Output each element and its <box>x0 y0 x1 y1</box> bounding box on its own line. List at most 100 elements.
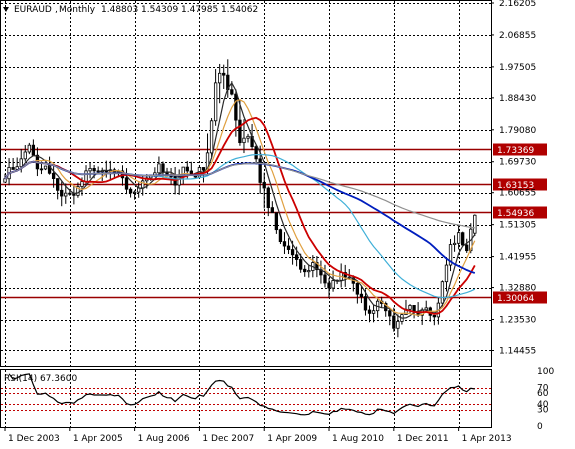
candle <box>359 285 364 304</box>
level-badge-3 <box>493 291 547 304</box>
rsi-tick-label-0: 100 <box>537 367 554 377</box>
candle <box>266 186 270 217</box>
x-tick-label-3: 1 Dec 2007 <box>202 434 254 444</box>
rsi-grid <box>5 370 460 427</box>
rsi-series <box>8 373 475 416</box>
candle <box>371 304 376 323</box>
y-tick-label-10: 1.23530 <box>499 316 536 326</box>
candle <box>88 162 92 179</box>
y-tick-label-0: 2.16205 <box>499 0 536 9</box>
y-tick-label-8: 1.41955 <box>499 253 536 263</box>
candle <box>465 238 469 253</box>
candle <box>15 157 19 172</box>
candle <box>331 270 335 292</box>
ohlc-low: 1.47985 <box>181 5 218 15</box>
candle <box>51 166 56 188</box>
candle <box>274 212 279 234</box>
chart-timeframe: Monthly <box>59 5 96 15</box>
level-badge-text-0: 1.73369 <box>497 146 534 156</box>
candle <box>307 265 311 278</box>
main-grid <box>1 1 491 366</box>
level-badge-text-2: 1.54936 <box>497 209 534 219</box>
moving-averages <box>4 81 476 319</box>
rsi-tick-label-3: 40 <box>537 400 549 410</box>
ohlc-open: 1.48803 <box>101 5 138 15</box>
price-axis: 2.16205 2.06855 1.97505 1.88430 1.79080 1.697… <box>491 0 536 356</box>
candles <box>3 59 477 338</box>
candle <box>242 119 246 154</box>
rsi-label: RSI(14) 67.3600 <box>4 374 77 384</box>
candle <box>246 133 250 143</box>
candle <box>218 63 222 104</box>
candle <box>396 314 400 338</box>
y-tick-label-11: 1.14455 <box>499 346 536 356</box>
rsi-tick-label-4: 30 <box>537 406 549 416</box>
candle <box>56 178 60 200</box>
candle <box>23 145 27 162</box>
candle <box>132 190 137 200</box>
x-tick-label-7: 1 Apr 2013 <box>462 434 512 444</box>
level-labels: 1.73369 1.63153 1.54936 1.30064 <box>493 143 547 304</box>
y-tick-label-5: 1.69730 <box>499 158 536 168</box>
candle <box>432 314 436 326</box>
ma-13 <box>4 116 476 315</box>
x-tick-label-4: 1 Apr 2009 <box>267 434 317 444</box>
y-tick-label-1: 2.06855 <box>499 31 536 41</box>
y-tick-label-3: 1.88430 <box>499 94 536 104</box>
y-tick-label-7: 1.51305 <box>499 221 536 231</box>
y-tick-label-2: 1.97505 <box>499 63 536 73</box>
chart-symbol: EURAUD <box>14 5 52 15</box>
y-tick-label-4: 1.79080 <box>499 126 536 136</box>
candle <box>461 231 465 246</box>
candle <box>124 168 129 195</box>
candle <box>456 225 461 250</box>
candle <box>323 264 327 288</box>
candle <box>238 100 242 146</box>
x-tick-label-1: 1 Apr 2005 <box>73 434 123 444</box>
candle <box>367 305 372 323</box>
candle <box>299 253 303 273</box>
header-triangle-icon <box>3 7 9 12</box>
level-badge-1 <box>493 178 547 191</box>
time-axis: 1 Dec 2003 1 Apr 2005 1 Aug 2006 1 Dec 2007… <box>4 428 512 444</box>
rsi-tick-label-1: 70 <box>537 384 549 394</box>
candle <box>440 280 445 307</box>
rsi-tick-label-2: 60 <box>537 389 549 399</box>
level-badge-0 <box>493 143 547 156</box>
candle <box>355 282 360 304</box>
chart-separator: , <box>55 5 58 15</box>
level-badge-text-1: 1.63153 <box>497 181 534 191</box>
candle <box>448 238 453 272</box>
y-tick-label-9: 1.32880 <box>499 284 536 294</box>
candle <box>209 118 214 157</box>
level-badge-2 <box>493 206 547 219</box>
candle <box>286 238 291 255</box>
rsi-line <box>8 373 475 416</box>
candle <box>213 69 218 126</box>
candle <box>27 142 31 155</box>
candle <box>278 228 283 245</box>
candle <box>315 256 319 278</box>
candle <box>452 235 457 252</box>
candle <box>408 304 412 314</box>
ma-89 <box>4 161 475 229</box>
candle <box>76 182 80 198</box>
ma-8 <box>4 99 476 316</box>
y-tick-label-6: 1.60655 <box>499 189 536 199</box>
candle <box>327 277 331 298</box>
rsi-tick-label-5: 0 <box>537 422 543 432</box>
x-tick-label-6: 1 Dec 2011 <box>397 434 449 444</box>
candle <box>473 214 477 236</box>
candle <box>363 289 368 316</box>
candle <box>303 265 307 277</box>
ohlc-high: 1.54309 <box>141 5 178 15</box>
candle <box>384 301 388 317</box>
candle <box>262 172 266 209</box>
candle <box>11 158 15 170</box>
candle <box>222 64 226 89</box>
candle <box>177 169 181 195</box>
candle <box>282 232 287 255</box>
candle <box>444 257 449 292</box>
